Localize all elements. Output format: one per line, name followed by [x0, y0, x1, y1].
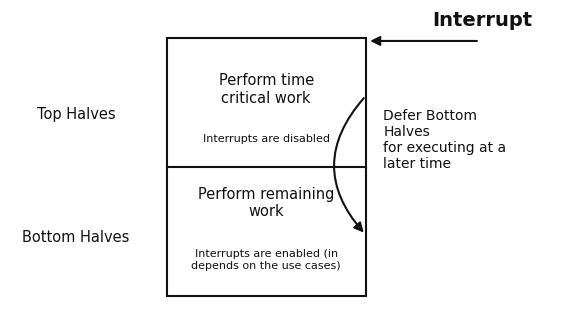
Text: Perform remaining
work: Perform remaining work [198, 187, 335, 219]
Text: Interrupts are disabled: Interrupts are disabled [202, 134, 330, 144]
Text: Top Halves: Top Halves [37, 107, 115, 123]
Text: Defer Bottom
Halves
for executing at a
later time: Defer Bottom Halves for executing at a l… [383, 109, 506, 171]
Text: Interrupts are enabled (in
depends on the use cases): Interrupts are enabled (in depends on th… [191, 249, 341, 271]
Text: Interrupt: Interrupt [432, 11, 533, 30]
FancyArrowPatch shape [334, 98, 364, 231]
Text: Perform time
critical work: Perform time critical work [219, 73, 314, 106]
Bar [167, 38, 366, 296]
Text: Bottom Halves: Bottom Halves [22, 230, 130, 245]
